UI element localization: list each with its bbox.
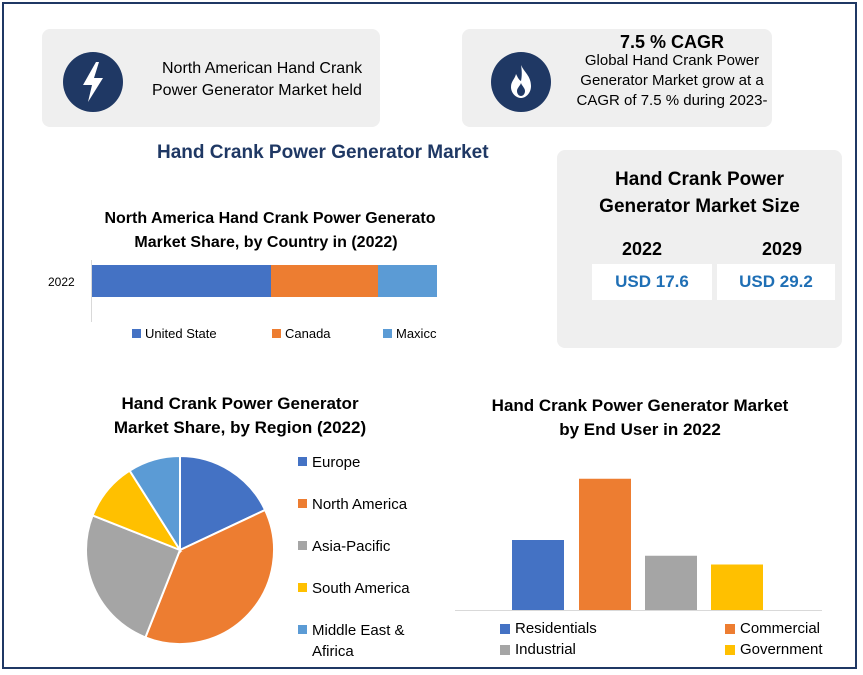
end-user-bars — [455, 478, 822, 611]
stack-legend-label-1: Canada — [285, 326, 331, 341]
end-user-legend-swatch-1 — [725, 624, 735, 634]
market-size-title-line2: Generator Market Size — [599, 196, 800, 217]
country-chart-category-label: 2022 — [48, 275, 75, 289]
cagr-line1: Global Hand Crank Power — [584, 52, 760, 69]
year-2029-label: 2029 — [761, 239, 803, 259]
pie-slice-2 — [85, 514, 182, 639]
north-america-text-line1: North American Hand Crank — [162, 60, 363, 77]
pie-legend-label-1: North America — [312, 496, 408, 513]
region-chart-title-line1: Hand Crank Power Generator — [121, 394, 359, 413]
pie-slice-1 — [144, 508, 275, 645]
end-user-chart-title-line2: by End User in 2022 — [559, 420, 721, 439]
pie-legend-label-0: Europe — [312, 454, 361, 471]
value-2022-box: USD 17.6 — [592, 264, 712, 300]
cagr-line3: CAGR of 7.5 % during 2023- — [576, 92, 768, 109]
pie-legend-swatch-2 — [298, 541, 307, 550]
region-chart-legend: Europe North America Asia-Pacific South Ame… — [298, 444, 438, 664]
end-user-bar-0 — [512, 540, 564, 610]
country-chart-axis — [91, 260, 92, 322]
stack-segment-2 — [378, 265, 437, 297]
cagr-card: 7.5 % CAGR Global Hand Crank Power Gener… — [462, 29, 772, 127]
end-user-legend-label-0: Residentials — [515, 620, 597, 637]
stack-segment-1 — [271, 265, 379, 297]
country-share-chart: North America Hand Crank Power Generato … — [40, 200, 440, 350]
pie-legend-swatch-3 — [298, 583, 307, 592]
stack-legend-swatch-1 — [272, 329, 281, 338]
pie-legend-swatch-4 — [298, 625, 307, 634]
stack-segment-0 — [92, 265, 272, 297]
north-america-card: North American Hand Crank Power Generato… — [42, 29, 380, 127]
end-user-legend-label-2: Industrial — [515, 641, 576, 658]
country-stack — [92, 265, 437, 297]
end-user-chart-legend: Residentials Commercial Industrial Governme… — [490, 615, 830, 660]
pie-slice-0 — [179, 454, 267, 552]
end-user-bar-3 — [711, 564, 763, 610]
year-2022-label: 2022 — [621, 239, 663, 259]
end-user-legend-label-1: Commercial — [740, 620, 821, 637]
market-size-card: Hand Crank Power Generator Market Size 2… — [557, 150, 842, 348]
end-user-bar-1 — [579, 478, 631, 610]
end-user-legend-swatch-3 — [725, 645, 735, 655]
region-chart-title-line2: Market Share, by Region (2022) — [113, 418, 367, 437]
cagr-title: 7.5 % CAGR — [619, 32, 725, 52]
end-user-chart: Hand Crank Power Generator Market by End… — [450, 390, 850, 670]
pie-slice-4 — [128, 454, 181, 554]
country-chart-title-line2: Market Share, by Country in (2022) — [134, 234, 398, 251]
stack-legend-label-0: United State — [145, 326, 217, 341]
market-size-title-line1: Hand Crank Power — [615, 169, 784, 190]
stack-legend-label-2: Maxicc — [396, 326, 437, 341]
lightning-bolt-icon — [63, 52, 123, 112]
value-2029-box: USD 29.2 — [717, 264, 835, 300]
end-user-legend-label-3: Government — [740, 641, 823, 658]
flame-icon — [491, 52, 551, 112]
end-user-legend-swatch-2 — [500, 645, 510, 655]
end-user-bar-2 — [645, 555, 697, 610]
country-chart-title-line1: North America Hand Crank Power Generato — [104, 210, 436, 227]
stack-legend-swatch-0 — [132, 329, 141, 338]
infographic-frame — [2, 2, 857, 669]
country-chart-legend: United State Canada Maxicc — [40, 325, 440, 345]
pie-legend-swatch-1 — [298, 499, 307, 508]
end-user-legend-swatch-0 — [500, 624, 510, 634]
pie-legend-label-2: Asia-Pacific — [312, 538, 391, 555]
end-user-chart-title-line1: Hand Crank Power Generator Market — [491, 396, 789, 415]
pie-legend-swatch-0 — [298, 457, 307, 466]
region-pie — [85, 454, 275, 645]
north-america-text-line2: Power Generator Market held — [152, 82, 362, 99]
cagr-line2: Generator Market grow at a — [580, 72, 764, 89]
pie-legend-label-3: South America — [312, 580, 410, 597]
pie-legend-label-4: Middle East & Afirica — [312, 622, 405, 660]
main-title: Hand Crank Power Generator Market — [157, 142, 489, 163]
stack-legend-swatch-2 — [383, 329, 392, 338]
region-share-chart: Hand Crank Power Generator Market Share,… — [60, 390, 440, 670]
